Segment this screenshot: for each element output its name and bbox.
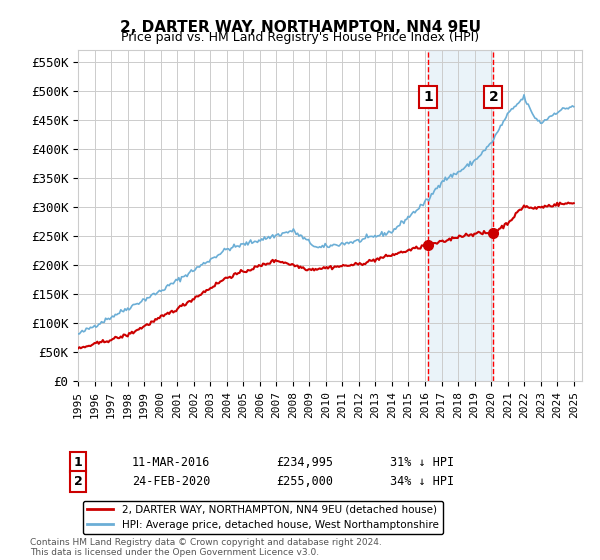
Text: 2: 2 <box>488 90 499 104</box>
Bar <box>428 50 493 381</box>
Text: 34% ↓ HPI: 34% ↓ HPI <box>390 475 454 488</box>
Text: Price paid vs. HM Land Registry's House Price Index (HPI): Price paid vs. HM Land Registry's House … <box>121 31 479 44</box>
Text: 1: 1 <box>423 90 433 104</box>
Text: 2: 2 <box>74 475 82 488</box>
Text: £255,000: £255,000 <box>276 475 333 488</box>
Text: £234,995: £234,995 <box>276 455 333 469</box>
Text: Contains HM Land Registry data © Crown copyright and database right 2024.
This d: Contains HM Land Registry data © Crown c… <box>30 538 382 557</box>
Text: 11-MAR-2016: 11-MAR-2016 <box>132 455 211 469</box>
Text: 24-FEB-2020: 24-FEB-2020 <box>132 475 211 488</box>
Text: 2, DARTER WAY, NORTHAMPTON, NN4 9EU: 2, DARTER WAY, NORTHAMPTON, NN4 9EU <box>119 20 481 35</box>
Legend: 2, DARTER WAY, NORTHAMPTON, NN4 9EU (detached house), HPI: Average price, detach: 2, DARTER WAY, NORTHAMPTON, NN4 9EU (det… <box>83 501 443 534</box>
Text: 1: 1 <box>74 455 82 469</box>
Text: 31% ↓ HPI: 31% ↓ HPI <box>390 455 454 469</box>
